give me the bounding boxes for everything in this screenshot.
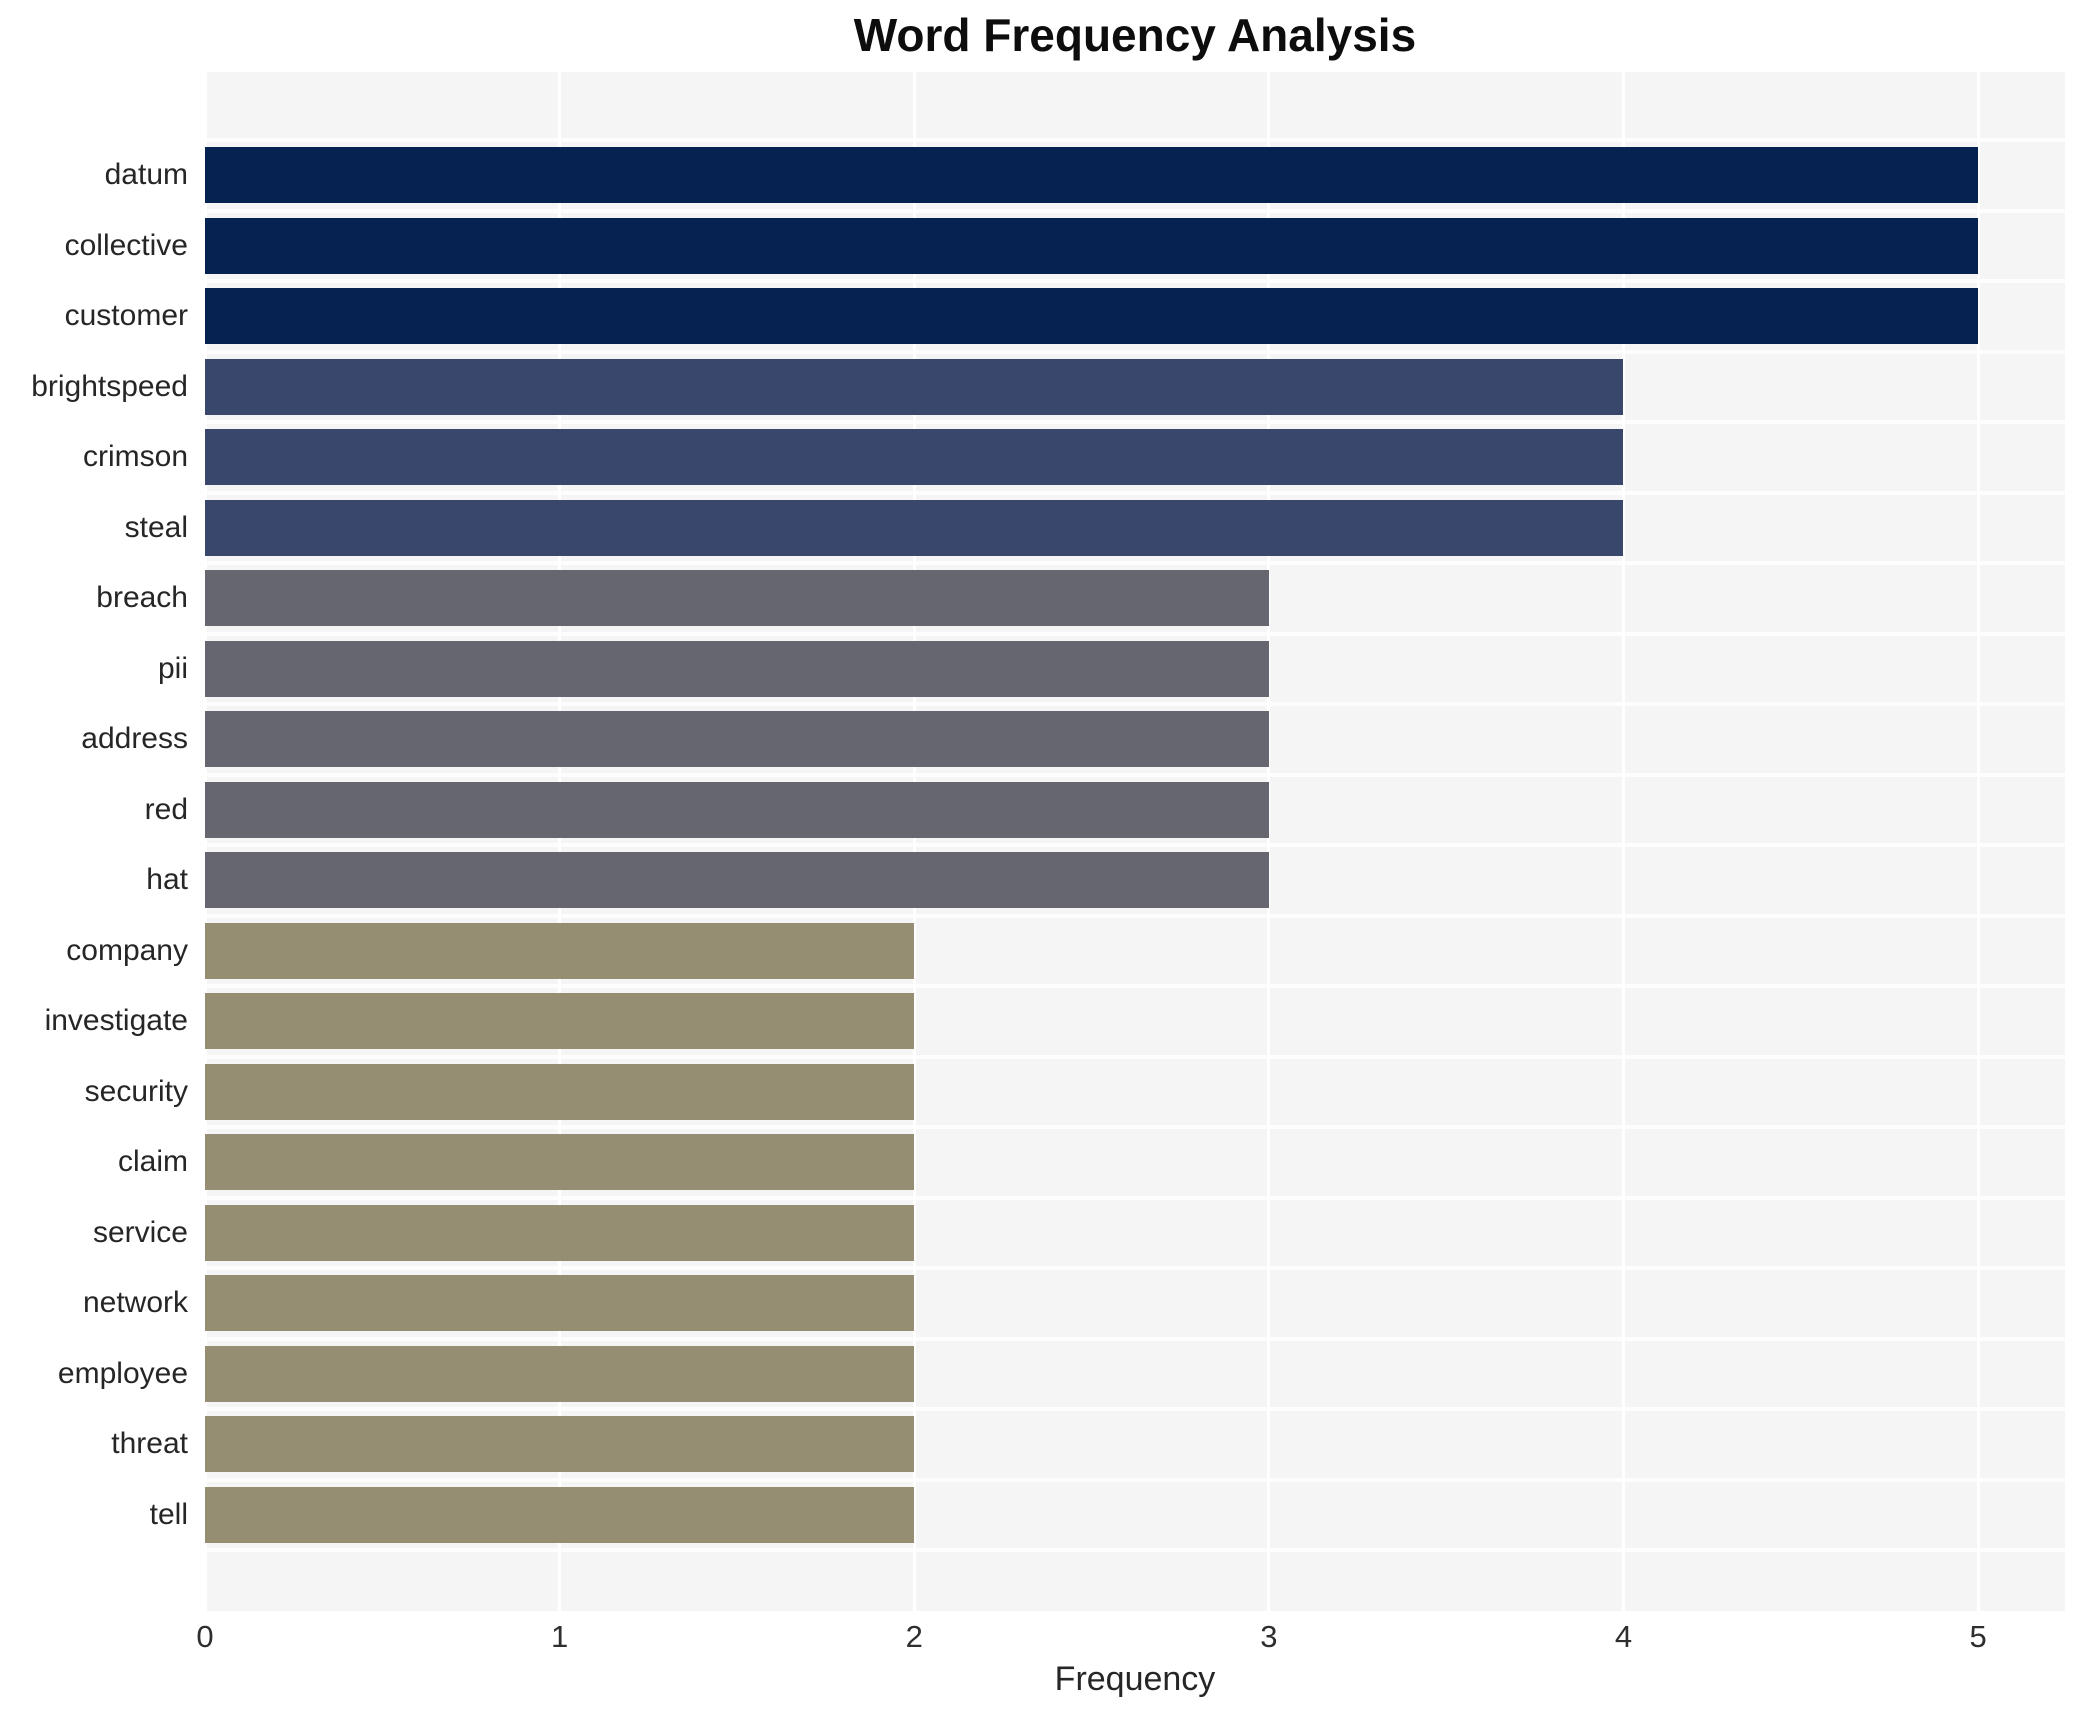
bar-investigate bbox=[205, 993, 915, 1049]
y-label-brightspeed: brightspeed bbox=[31, 369, 188, 403]
bar-row bbox=[205, 1409, 2065, 1481]
y-label-company: company bbox=[66, 933, 188, 967]
bar-company bbox=[205, 922, 915, 979]
bar-row bbox=[205, 634, 2065, 706]
bar-claim bbox=[205, 1134, 915, 1190]
bar-row bbox=[205, 916, 2065, 988]
y-label-employee: employee bbox=[57, 1356, 188, 1390]
x-axis-ticks: 0 1 2 3 4 5 bbox=[196, 1619, 2065, 1661]
y-label-pii: pii bbox=[157, 651, 188, 685]
y-label-steal: steal bbox=[124, 510, 188, 544]
bar-red bbox=[205, 781, 1269, 838]
bar-row bbox=[205, 1127, 2065, 1199]
bar-pii bbox=[205, 640, 1269, 697]
chart-title: Word Frequency Analysis bbox=[853, 9, 1417, 61]
bar-row bbox=[205, 1339, 2065, 1411]
x-tick-3: 3 bbox=[1260, 1619, 1278, 1654]
bar-customer bbox=[205, 288, 1979, 344]
y-label-threat: threat bbox=[111, 1427, 188, 1461]
bar-row bbox=[205, 563, 2065, 635]
bar-row bbox=[205, 138, 2065, 212]
bar-row bbox=[205, 1480, 2065, 1552]
bar-datum bbox=[205, 147, 1979, 203]
bar-row bbox=[205, 775, 2065, 847]
y-label-service: service bbox=[92, 1215, 188, 1249]
bar-row bbox=[205, 493, 2065, 565]
bar-breach bbox=[205, 570, 1269, 626]
bar-row bbox=[205, 1198, 2065, 1270]
y-label-hat: hat bbox=[146, 863, 188, 897]
y-label-collective: collective bbox=[64, 228, 188, 262]
bar-network bbox=[205, 1275, 915, 1331]
bar-row bbox=[205, 845, 2065, 917]
y-label-customer: customer bbox=[64, 299, 188, 333]
y-label-security: security bbox=[84, 1074, 188, 1108]
bar-row bbox=[205, 422, 2065, 494]
x-tick-1: 1 bbox=[550, 1619, 569, 1654]
x-tick-0: 0 bbox=[196, 1619, 214, 1654]
gridline-x-3 bbox=[1267, 72, 1271, 1611]
bar-row bbox=[205, 1268, 2065, 1340]
gridline-x-0 bbox=[203, 72, 207, 1611]
bar-row bbox=[205, 704, 2065, 776]
bar-tell bbox=[205, 1486, 915, 1543]
y-axis-labels: datum collective customer brightspeed crimso… bbox=[0, 140, 188, 1550]
y-label-network: network bbox=[82, 1286, 188, 1320]
y-label-tell: tell bbox=[149, 1497, 188, 1531]
x-tick-5: 5 bbox=[1969, 1619, 1987, 1654]
bar-brightspeed bbox=[205, 358, 1624, 415]
y-label-address: address bbox=[81, 722, 188, 756]
bar-security bbox=[205, 1063, 915, 1120]
bar-steal bbox=[205, 499, 1624, 556]
bar-row bbox=[205, 281, 2065, 353]
bar-hat bbox=[205, 852, 1269, 908]
plot-area bbox=[203, 72, 2065, 1611]
y-label-claim: claim bbox=[117, 1145, 188, 1179]
gridline-x-4 bbox=[1621, 72, 1625, 1611]
bar-row bbox=[205, 986, 2065, 1058]
y-label-investigate: investigate bbox=[44, 1004, 188, 1038]
gridline-x-2 bbox=[912, 72, 916, 1611]
y-label-datum: datum bbox=[104, 158, 188, 192]
bar-row bbox=[205, 1057, 2065, 1129]
x-tick-4: 4 bbox=[1614, 1619, 1633, 1654]
gridline-x-5 bbox=[1976, 72, 1980, 1611]
bar-row bbox=[205, 211, 2065, 283]
bar-address bbox=[205, 711, 1269, 767]
x-tick-2: 2 bbox=[905, 1619, 923, 1654]
bar-threat bbox=[205, 1416, 915, 1472]
x-axis-title: Frequency bbox=[1054, 1660, 1216, 1698]
bar-employee bbox=[205, 1345, 915, 1402]
y-label-crimson: crimson bbox=[82, 440, 188, 474]
gridline-x-1 bbox=[558, 72, 562, 1611]
y-label-red: red bbox=[144, 792, 188, 826]
bar-row bbox=[205, 352, 2065, 424]
bar-service bbox=[205, 1204, 915, 1261]
bar-collective bbox=[205, 217, 1979, 274]
bar-crimson bbox=[205, 429, 1624, 485]
y-label-breach: breach bbox=[96, 581, 188, 615]
bars-container bbox=[205, 138, 2065, 1552]
